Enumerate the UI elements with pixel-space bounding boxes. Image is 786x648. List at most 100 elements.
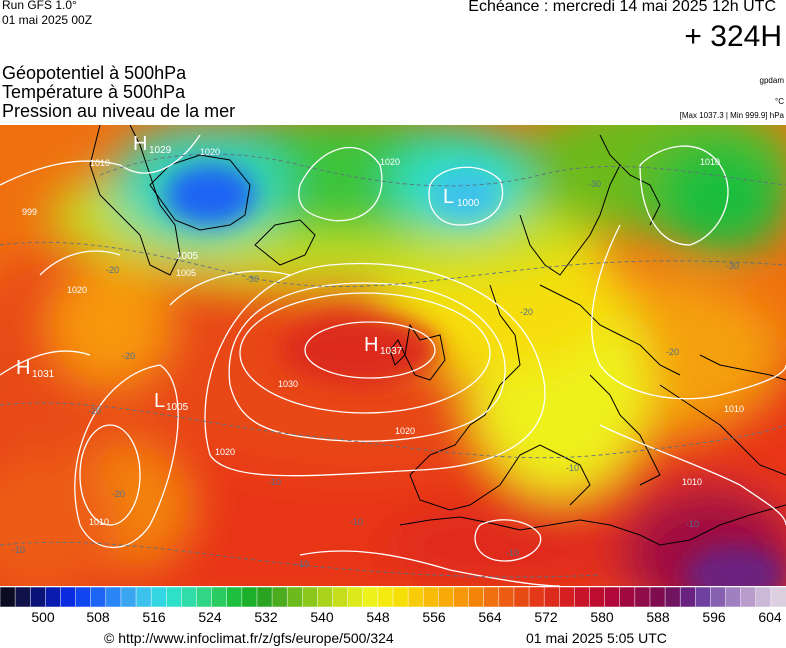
scale-swatch [166, 587, 183, 607]
scale-swatch [120, 587, 137, 607]
scale-swatch [634, 587, 651, 607]
scale-swatch [377, 587, 394, 607]
temperature-isotherms [0, 153, 786, 578]
isotherm-label: -10 [296, 559, 309, 569]
scale-swatch [649, 587, 666, 607]
scale-swatch [271, 587, 289, 607]
scale-tick-label: 532 [254, 609, 278, 625]
scale-swatch [181, 587, 198, 607]
scale-swatch [679, 587, 697, 607]
forecast-lead-time: + 324H [684, 20, 782, 53]
scale-swatch [438, 587, 455, 607]
scale-tick-label: 540 [310, 609, 334, 625]
scale-swatch [150, 587, 168, 607]
scale-swatch [710, 587, 727, 607]
field-title-geopotential: Géopotentiel à 500hPa [2, 63, 187, 83]
forecast-map: H 1029 L 1000 H 1037 H 1031 L 1005 1005 … [0, 125, 786, 586]
scale-tick-label: 580 [590, 609, 614, 625]
pressure-center-value: 1005 [166, 402, 189, 413]
scale-swatch [740, 587, 757, 607]
scale-swatch [770, 587, 786, 607]
pressure-center-value: 1031 [32, 369, 55, 380]
isobar-label: 1030 [278, 379, 298, 389]
scale-swatch [543, 587, 561, 607]
isobar-label: 1020 [395, 426, 415, 436]
field-title-temperature: Température à 500hPa [2, 82, 186, 102]
isotherm-labels: -30 -30 -30 -20 -20 -20 -10 -10 -20 -10 … [12, 179, 739, 569]
scale-swatch [60, 587, 77, 607]
pressure-center-low: L 1000 [443, 186, 480, 209]
scale-tick-label: 556 [422, 609, 446, 625]
isotherm-label: -20 [88, 406, 101, 416]
scale-tick-label: 508 [86, 609, 110, 625]
pressure-center-labels: H 1029 L 1000 H 1037 H 1031 L 1005 1005 [16, 133, 480, 413]
scale-swatch [241, 587, 258, 607]
scale-swatch [196, 587, 213, 607]
scale-tick-label: 572 [534, 609, 558, 625]
scale-swatch [105, 587, 122, 607]
scale-swatch [302, 587, 319, 607]
scale-swatch [619, 587, 636, 607]
pressure-center-value: 1029 [149, 145, 172, 156]
scale-swatch [574, 587, 591, 607]
scale-swatch [528, 587, 546, 607]
isobars [0, 134, 786, 586]
scale-swatch [498, 587, 515, 607]
isobar-label: 999 [22, 207, 37, 217]
scale-tick-label: 548 [366, 609, 390, 625]
pressure-center-type: L [154, 390, 165, 412]
scale-tick-label: 604 [758, 609, 782, 625]
scale-swatch [559, 587, 576, 607]
scale-swatch [468, 587, 485, 607]
pressure-center-type: H [364, 334, 378, 356]
footer-copyright-link[interactable]: © http://www.infoclimat.fr/z/gfs/europe/… [104, 630, 394, 646]
scale-swatch [604, 587, 621, 607]
model-run-title: Run GFS 1.0° [2, 0, 77, 12]
unit-geopotential: gpdam [759, 76, 784, 85]
scale-tick-label: 500 [31, 609, 55, 625]
scale-swatch [347, 587, 364, 607]
isobar-label: 1005 [176, 268, 196, 278]
scale-swatch [483, 587, 500, 607]
color-scale-labels: 500 508 516 524 532 540 548 556 564 572 … [0, 609, 786, 627]
isobar-label: 1020 [200, 147, 220, 157]
model-run-date: 01 mai 2025 00Z [2, 13, 93, 27]
scale-swatch [392, 587, 409, 607]
pressure-center-type: L [443, 186, 454, 208]
pressure-center-value: 1005 [176, 251, 199, 262]
isobar-label: 1010 [700, 157, 720, 167]
footer-generated-date: 01 mai 2025 5:05 UTC [526, 630, 667, 646]
scale-tick-label: 596 [702, 609, 726, 625]
scale-swatch [725, 587, 742, 607]
isotherm-label: -10 [268, 477, 281, 487]
isotherm-label: -10 [686, 519, 699, 529]
scale-tick-label: 524 [198, 609, 222, 625]
isobar-label: 1010 [724, 404, 744, 414]
scale-swatch [332, 587, 349, 607]
isotherm-label: -20 [520, 307, 533, 317]
isotherm-label: -10 [566, 463, 579, 473]
isotherm-label: -10 [12, 545, 25, 555]
isobar-label: 1010 [90, 158, 110, 168]
isotherm-label: -20 [666, 347, 679, 357]
pressure-center-low: L 1005 [154, 390, 189, 413]
scale-swatch [755, 587, 772, 607]
isotherm-label: -20 [122, 351, 135, 361]
isotherm-label: -30 [588, 179, 601, 189]
scale-swatch [589, 587, 606, 607]
pressure-center-value: 1000 [457, 198, 480, 209]
isotherm-label: -10 [506, 548, 519, 558]
pressure-center-type: H [16, 357, 30, 379]
scale-swatch [14, 587, 32, 607]
isobar-label: 1020 [67, 285, 87, 295]
pressure-center-high: H 1031 [16, 357, 55, 380]
isobar-label: 1010 [89, 517, 109, 527]
scale-swatch [407, 587, 425, 607]
isotherm-label: -20 [112, 489, 125, 499]
isobar-label: 1010 [682, 477, 702, 487]
forecast-valid-time: Echéance : mercredi 14 mai 2025 12h UTC [468, 0, 776, 15]
isotherm-label: -30 [726, 261, 739, 271]
pressure-range: [Max 1037.3 | Min 999.9] hPa [679, 111, 784, 120]
color-scale-bar [0, 587, 786, 607]
scale-swatch [226, 587, 243, 607]
